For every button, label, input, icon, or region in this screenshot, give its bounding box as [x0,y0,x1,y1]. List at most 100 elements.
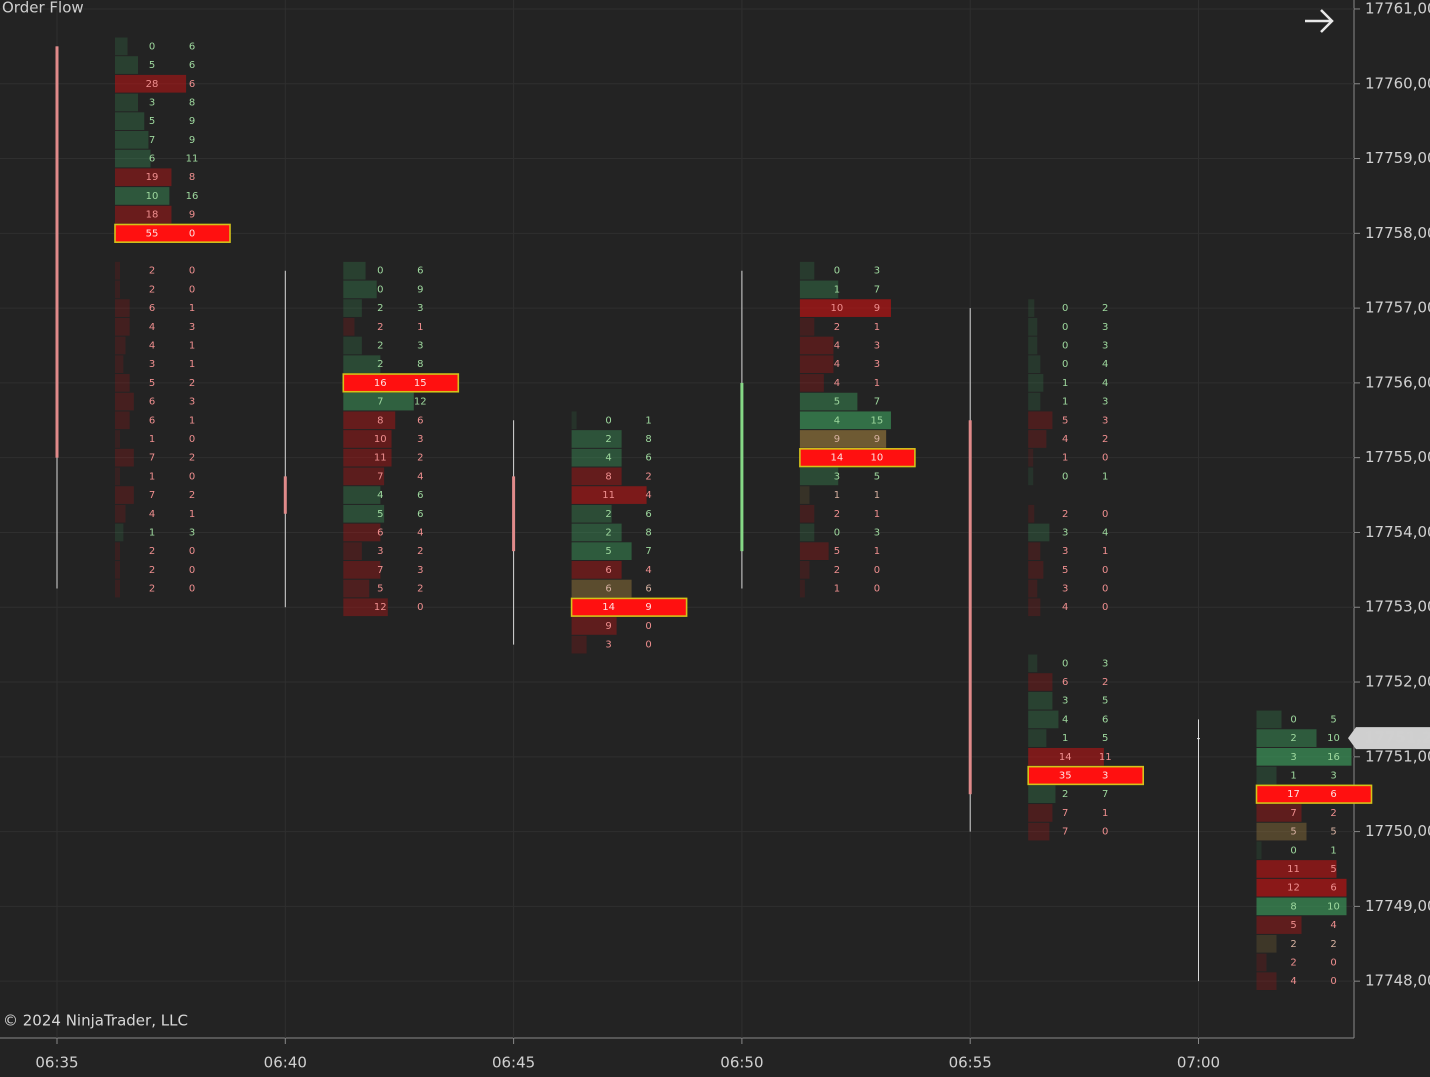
ask-volume: 0 [1102,565,1108,576]
volume-bar [799,467,839,486]
bid-volume: 5 [149,378,155,389]
volume-bar [1028,430,1047,448]
volume-bar [1028,579,1038,598]
volume-bar [1028,523,1050,542]
ask-volume: 11 [186,154,199,165]
bid-volume: 3 [834,471,840,482]
ask-volume: 1 [1330,845,1336,856]
bid-volume: 2 [1290,733,1296,744]
bid-volume: 0 [377,284,383,295]
y-tick-label: 17756,00 [1365,373,1430,391]
ask-volume: 7 [1102,789,1108,800]
volume-bar [571,635,587,654]
ask-volume: 0 [1330,976,1336,987]
volume-bar [115,168,172,187]
volume-bar [1028,691,1053,710]
bid-volume: 14 [602,602,615,613]
bid-volume: 2 [149,546,155,557]
ask-volume: 2 [1102,303,1108,314]
ask-volume: 1 [189,341,195,352]
ask-volume: 6 [417,415,423,426]
bid-volume: 5 [605,546,611,557]
volume-bar [1028,392,1041,411]
volume-bar [571,617,617,635]
ask-volume: 12 [414,397,427,408]
ask-volume: 2 [189,453,195,464]
bid-volume: 2 [377,303,383,314]
bid-volume: 4 [834,359,840,370]
volume-bar [115,448,134,467]
y-tick-label: 17753,00 [1365,598,1430,616]
volume-bar [343,355,381,374]
ask-volume: 5 [1330,864,1336,875]
bid-volume: 0 [834,266,840,277]
ask-volume: 10 [871,453,884,464]
ask-volume: 0 [417,602,423,613]
volume-bar [1256,897,1347,916]
y-tick-label: 17754,00 [1365,523,1430,541]
volume-bar [1028,785,1056,804]
volume-bar [1028,729,1047,747]
candle-body [283,476,287,514]
bid-volume: 5 [149,60,155,71]
bid-volume: 1 [149,471,155,482]
ask-volume: 1 [874,322,880,333]
ask-volume: 1 [417,322,423,333]
bid-volume: 1 [834,490,840,501]
chart-title: Order Flow [2,0,84,17]
bid-volume: 7 [149,135,155,146]
y-tick-label: 17749,00 [1365,897,1430,915]
ask-volume: 3 [189,322,195,333]
ask-volume: 2 [645,471,651,482]
ask-volume: 4 [417,471,423,482]
bid-volume: 0 [1062,471,1068,482]
bid-volume: 4 [377,490,383,501]
volume-bar [1028,374,1044,392]
ask-volume: 6 [1330,883,1336,894]
ask-volume: 6 [417,490,423,501]
volume-bar [115,299,130,317]
ask-volume: 0 [1102,509,1108,520]
bid-volume: 1 [1062,378,1068,389]
ask-volume: 5 [1330,827,1336,838]
ask-volume: 3 [189,527,195,538]
ask-volume: 2 [1102,677,1108,688]
volume-bar [799,430,887,448]
volume-bar [1256,860,1337,878]
volume-bar [343,299,362,317]
ask-volume: 3 [1102,415,1108,426]
volume-bar [799,448,915,467]
ask-volume: 2 [417,584,423,595]
ask-volume: 9 [645,602,651,613]
volume-bar [1028,766,1144,785]
bid-volume: 2 [834,322,840,333]
volume-bar [1256,766,1277,785]
volume-bar [1028,598,1041,617]
volume-bar [115,542,120,561]
volume-bar [115,430,120,448]
volume-bar [1028,504,1035,523]
bid-volume: 2 [1062,789,1068,800]
bid-volume: 11 [1287,864,1300,875]
bid-volume: 2 [605,527,611,538]
bid-volume: 0 [1290,714,1296,725]
bid-volume: 5 [1290,920,1296,931]
volume-bar [1028,336,1038,355]
volume-bar [115,467,120,486]
scroll-arrow[interactable] [1305,9,1334,33]
volume-bar [799,523,815,542]
poc-box [1255,784,1373,804]
bid-volume: 2 [834,509,840,520]
volume-bar [1256,972,1277,991]
candle-body [968,420,972,795]
ask-volume: 3 [1102,341,1108,352]
ask-volume: 0 [1102,453,1108,464]
volume-bar [799,542,829,561]
volume-bar [799,355,834,374]
volume-bar [1028,822,1050,841]
ask-volume: 4 [1330,920,1336,931]
volume-bar [571,561,622,579]
volume-bar [115,486,134,504]
y-tick-label: 17760,00 [1365,74,1430,92]
